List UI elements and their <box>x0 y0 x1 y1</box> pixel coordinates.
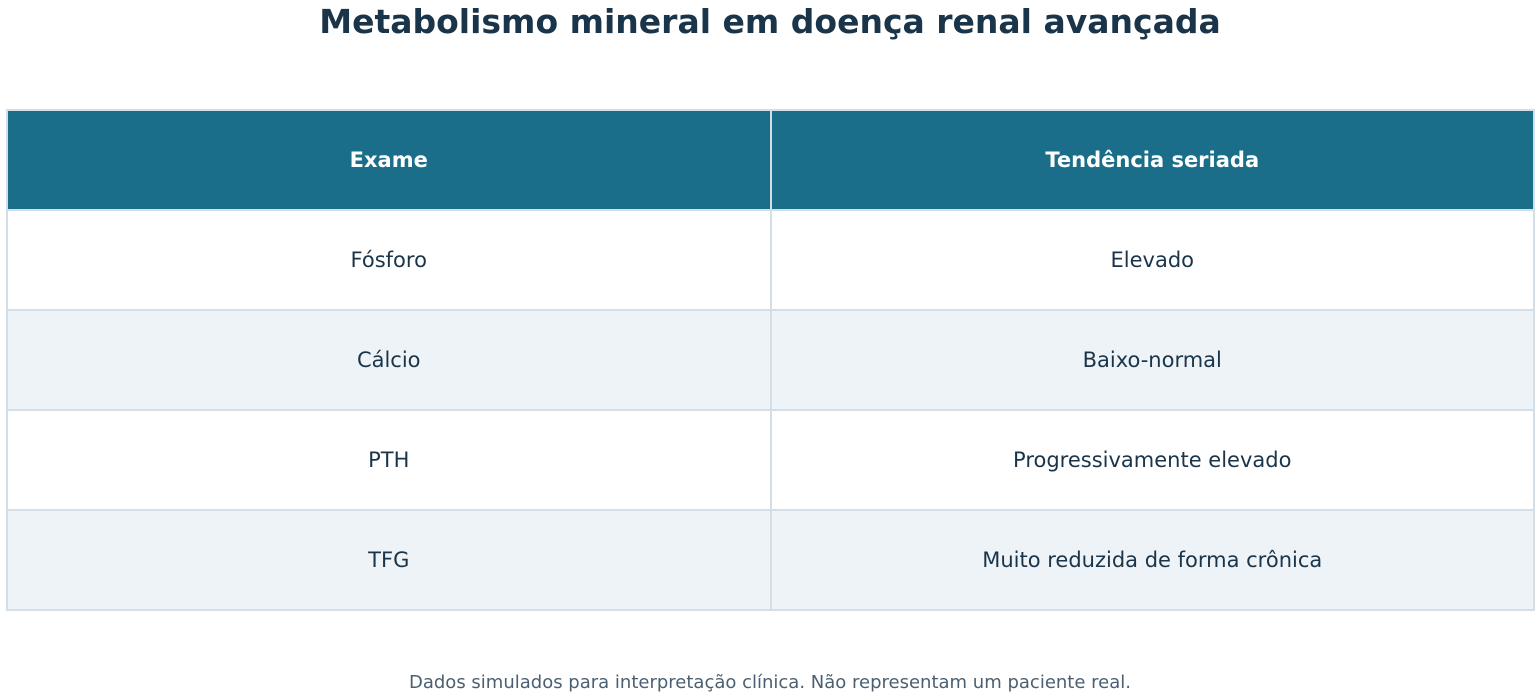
table: Exame Tendência seriada Fósforo Elevado Cál… <box>6 109 1535 611</box>
table-cell: TFG <box>6 509 772 611</box>
table-cell: Baixo-normal <box>769 309 1535 411</box>
title: Metabolismo mineral em doença renal avan… <box>319 2 1221 41</box>
table-cell: Progressivamente elevado <box>769 409 1535 511</box>
table-body: Fósforo Elevado Cálcio Baixo-normal PTH Progr… <box>6 209 1535 611</box>
table-cell: Fósforo <box>6 209 772 311</box>
header-row: Exame Tendência seriada <box>6 109 1535 211</box>
table-row: Cálcio Baixo-normal <box>6 309 1535 411</box>
table-row: TFG Muito reduzida de forma crônica <box>6 509 1535 611</box>
table-cell: PTH <box>6 409 772 511</box>
table-cell: Elevado <box>769 209 1535 311</box>
footnote: Dados simulados para interpretação clíni… <box>408 672 1131 693</box>
table-cell: Cálcio <box>6 309 772 411</box>
header-cell: Tendência seriada <box>769 109 1535 211</box>
header-cell: Exame <box>6 109 772 211</box>
table-cell: Muito reduzida de forma crônica <box>769 509 1535 611</box>
table-row: PTH Progressivamente elevado <box>6 409 1535 511</box>
table-row: Fósforo Elevado <box>6 209 1535 311</box>
